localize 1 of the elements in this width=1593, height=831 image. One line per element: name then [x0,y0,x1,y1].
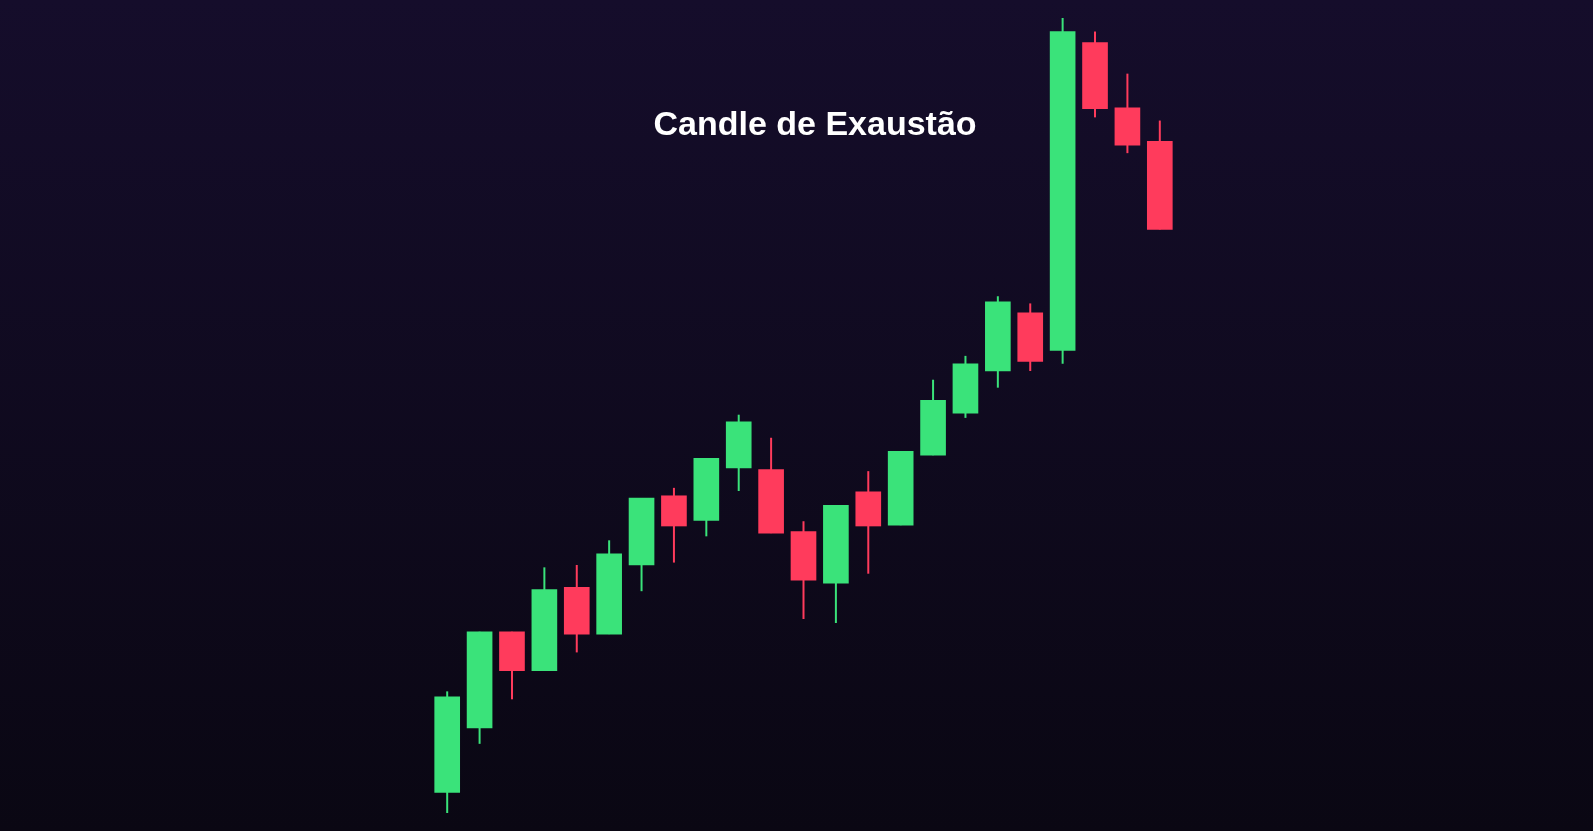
annotation: Candle de Exaustão [653,104,977,143]
